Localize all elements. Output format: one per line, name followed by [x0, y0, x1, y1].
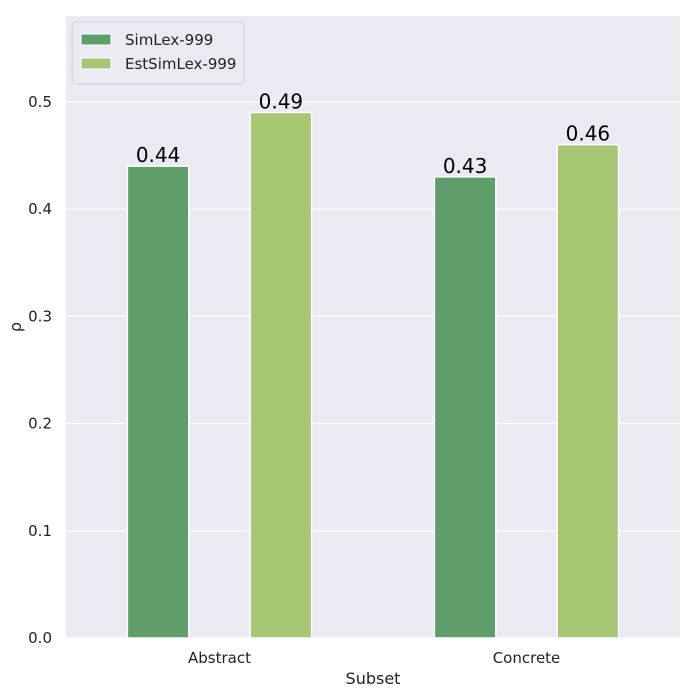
x-axis-title: Subset — [346, 669, 401, 688]
data-label: 0.49 — [259, 90, 304, 114]
data-labels: 0.44 0.49 0.43 0.46 — [136, 90, 610, 178]
legend-box — [71, 21, 245, 85]
x-axis-ticks: Abstract Concrete — [188, 649, 560, 667]
x-tick-label: Abstract — [188, 649, 251, 667]
bar-estsimlex-999-abstract — [249, 111, 313, 639]
bar-estsimlex-999-concrete — [556, 143, 620, 639]
y-tick-label: 0.0 — [28, 629, 52, 647]
y-axis-ticks: 0.0 0.1 0.2 0.3 0.4 0.5 — [28, 93, 52, 647]
y-tick-label: 0.1 — [28, 522, 52, 540]
bar-simlex-999-abstract — [126, 165, 190, 639]
bars — [126, 111, 620, 639]
y-tick-label: 0.3 — [28, 307, 52, 325]
data-label: 0.46 — [566, 122, 611, 146]
bar-simlex-999-concrete — [433, 176, 497, 639]
y-tick-label: 0.2 — [28, 415, 52, 433]
y-axis-title: ρ — [6, 322, 25, 332]
data-label: 0.44 — [136, 143, 181, 167]
legend-label: SimLex-999 — [125, 31, 213, 49]
data-label: 0.43 — [443, 154, 488, 178]
legend-swatch — [80, 33, 112, 46]
y-tick-label: 0.4 — [28, 200, 52, 218]
legend-swatch — [80, 57, 112, 70]
x-tick-label: Concrete — [493, 649, 561, 667]
legend: SimLex-999 EstSimLex-999 — [71, 21, 245, 85]
legend-label: EstSimLex-999 — [125, 55, 236, 73]
y-tick-label: 0.5 — [28, 93, 52, 111]
